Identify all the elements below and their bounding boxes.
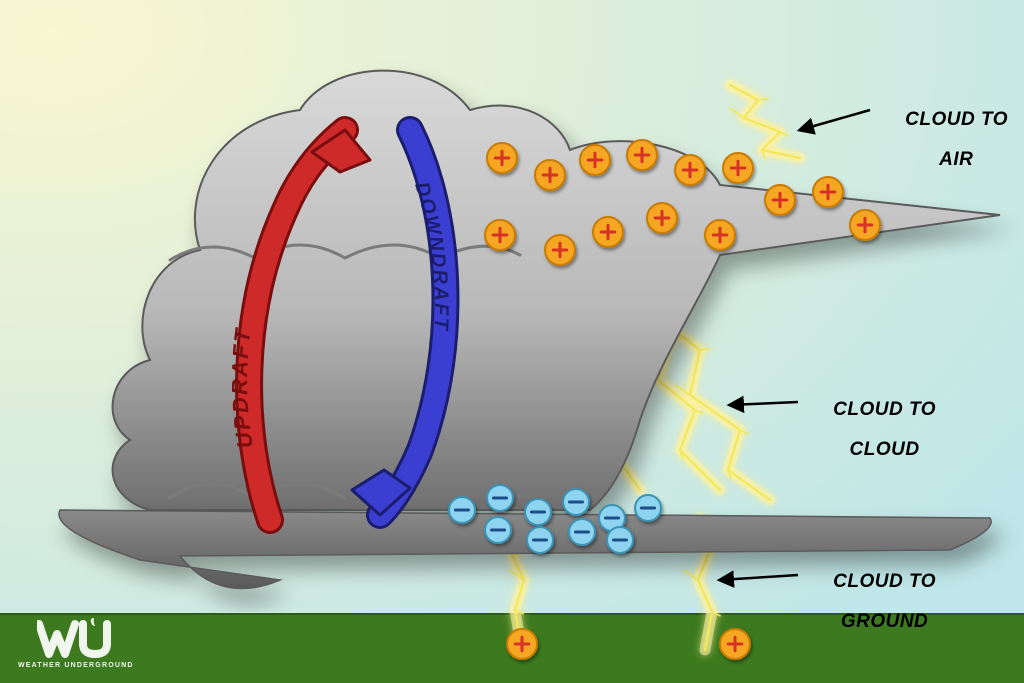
negative-charge [449,497,475,523]
positive-charge [850,210,880,240]
callout-cloud-to-ground: CLOUD TO GROUND [810,552,936,652]
negative-charge [487,485,513,511]
callout-line: CLOUD TO [905,109,1008,130]
negative-charge [569,519,595,545]
callout-cloud-to-cloud: CLOUD TO CLOUD [810,380,936,480]
callout-cloud-to-air: CLOUD TO AIR [882,90,1008,190]
callout-line: CLOUD [850,439,920,460]
positive-charge [627,140,657,170]
negative-charge [635,495,661,521]
negative-charge [485,517,511,543]
positive-charge [723,153,753,183]
negative-charge [527,527,553,553]
callout-line: AIR [939,149,973,170]
positive-charge [535,160,565,190]
positive-charge [485,220,515,250]
wu-logo-text: WEATHER UNDERGROUND [18,662,134,669]
callout-line: CLOUD TO [833,399,936,420]
negative-charge [607,527,633,553]
callout-line: CLOUD TO [833,571,936,592]
positive-charge [507,629,537,659]
positive-charge [647,203,677,233]
callout-line: GROUND [841,611,928,632]
diagram-stage: UPDRAFTDOWNDRAFT CLOUD TO AIR CLOUD TO C… [0,0,1024,683]
positive-charge [545,235,575,265]
negative-charge [563,489,589,515]
wu-logo: WEATHER UNDERGROUND [18,616,134,669]
positive-charge [705,220,735,250]
positive-charge [813,177,843,207]
wu-logo-mark [37,616,115,660]
positive-charge [720,629,750,659]
positive-charge [580,145,610,175]
positive-charge [593,217,623,247]
positive-charge [765,185,795,215]
negative-charge [525,499,551,525]
positive-charge [487,143,517,173]
positive-charge [675,155,705,185]
